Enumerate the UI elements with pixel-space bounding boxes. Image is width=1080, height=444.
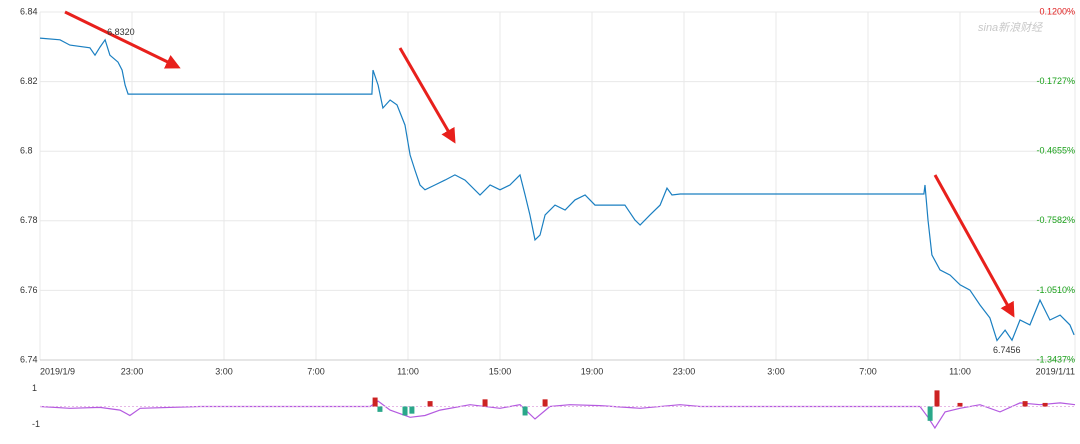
x-tick-label: 11:00	[397, 366, 419, 376]
arrow	[64, 10, 181, 69]
indicator-bar	[934, 390, 940, 407]
y2-tick-label: -0.1727%	[1036, 76, 1075, 86]
indicator-bar	[402, 406, 408, 416]
x-tick-label: 7:00	[859, 366, 877, 376]
indicator-bar	[1042, 402, 1048, 407]
y2-tick-label: -1.0510%	[1036, 285, 1075, 295]
indicator-bar	[409, 406, 415, 414]
indicator-bar	[957, 402, 963, 407]
y-tick-label: 6.78	[20, 215, 38, 225]
y2-tick-label: -1.3437%	[1036, 354, 1075, 364]
y-tick-label: -1	[32, 419, 40, 429]
annotation: 6.8320	[107, 27, 135, 37]
y-tick-label: 1	[32, 383, 37, 393]
indicator-bar	[542, 399, 548, 407]
arrow	[933, 174, 1015, 318]
price-line	[39, 400, 1076, 430]
y-tick-label: 6.8	[20, 146, 33, 156]
indicator-bar	[522, 406, 528, 416]
indicator-bar	[482, 399, 488, 407]
y2-tick-label: -0.7582%	[1036, 215, 1075, 225]
x-tick-label: 7:00	[307, 366, 325, 376]
y2-tick-label: -0.4655%	[1036, 146, 1075, 156]
x-tick-label: 3:00	[215, 366, 233, 376]
y-tick-label: 6.82	[20, 76, 38, 86]
y2-tick-label: 0.1200%	[1039, 6, 1075, 16]
indicator-bar	[377, 406, 383, 412]
y-tick-label: 6.76	[20, 285, 38, 295]
x-tick-label: 19:00	[581, 366, 604, 376]
indicator-bar	[1022, 401, 1028, 407]
watermark: sina新浪财经	[978, 21, 1043, 34]
annotation: 6.7456	[993, 345, 1021, 355]
arrow	[398, 47, 456, 144]
price-line	[39, 37, 1075, 342]
indicator-bar	[372, 397, 378, 407]
indicator-bar	[927, 406, 933, 421]
trend-arrows	[64, 10, 1015, 318]
x-tick-label: 3:00	[767, 366, 785, 376]
y-tick-label: 6.84	[20, 6, 38, 16]
y-tick-label: 6.74	[20, 354, 38, 364]
x-tick-label: 15:00	[489, 366, 512, 376]
x-tick-label: 23:00	[121, 366, 144, 376]
x-tick-label: 11:00	[949, 366, 971, 376]
x-tick-label: 23:00	[673, 366, 696, 376]
indicator-bar	[427, 401, 433, 407]
x-tick-label: 2019/1/11	[1036, 366, 1075, 376]
x-tick-label: 2019/1/9	[40, 366, 75, 376]
